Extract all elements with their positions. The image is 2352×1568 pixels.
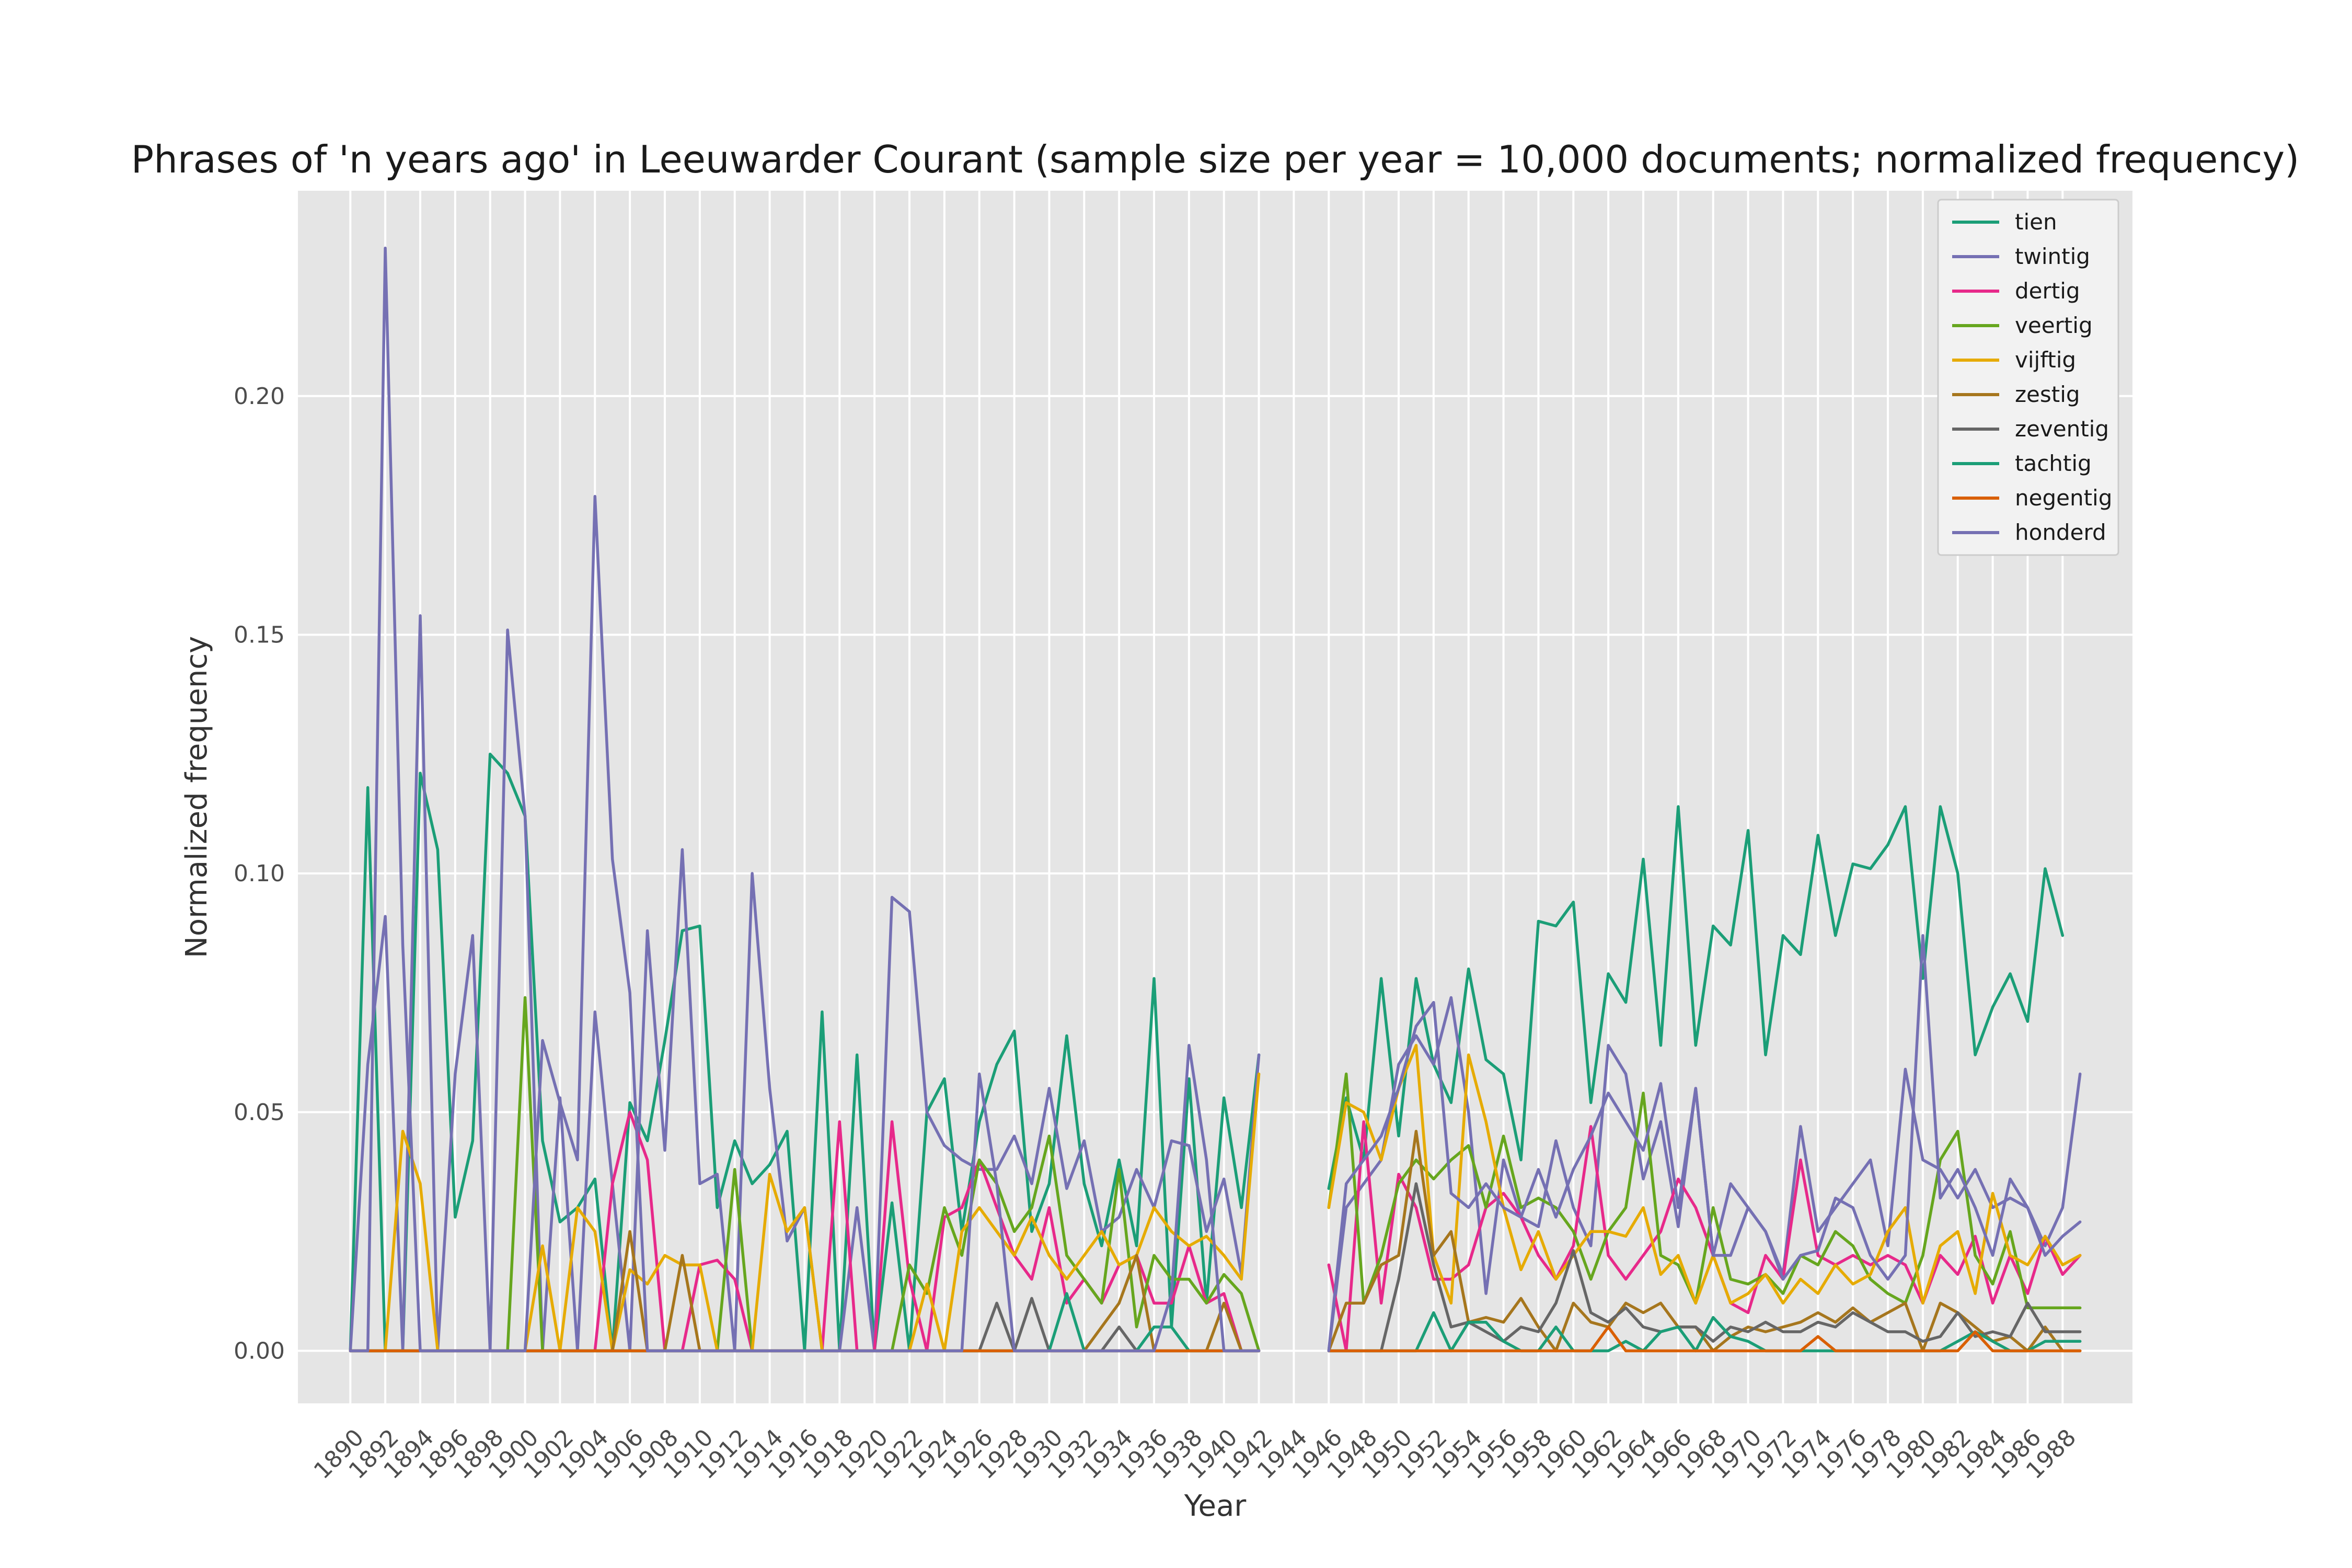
y-tick-label: 0.15 — [234, 621, 285, 648]
series-layer — [349, 246, 2082, 1353]
grid-x — [349, 191, 2064, 1403]
legend-label-honderd: honderd — [2015, 520, 2106, 545]
y-axis-label: Normalized frequency — [180, 636, 214, 958]
legend-label-veertig: veertig — [2015, 313, 2093, 338]
y-tick-label: 0.05 — [234, 1099, 285, 1126]
legend-label-negentig: negentig — [2015, 485, 2112, 511]
legend-label-dertig: dertig — [2015, 278, 2080, 304]
y-tick-label: 0.10 — [234, 860, 285, 887]
y-tick-label: 0.20 — [234, 383, 285, 410]
legend-label-tien: tien — [2015, 209, 2057, 235]
chart-title: Phrases of 'n years ago' in Leeuwarder C… — [131, 137, 2299, 181]
x-tick-labels: 1890189218941896189819001902190419061908… — [309, 1424, 2081, 1484]
y-tick-label: 0.00 — [234, 1338, 285, 1365]
series-honderd — [349, 246, 2082, 1353]
legend-box — [1937, 199, 2119, 556]
x-axis-label: Year — [1184, 1489, 1247, 1523]
legend-items: tien twintig dertig veertig vijftig zestig zev… — [1952, 209, 2112, 545]
legend-label-zestig: zestig — [2015, 382, 2080, 407]
legend: tien twintig dertig veertig vijftig zestig zev… — [1937, 199, 2119, 556]
legend-label-zeventig: zeventig — [2015, 416, 2109, 442]
series-line-honderd — [349, 246, 2082, 1353]
legend-label-vijftig: vijftig — [2015, 347, 2076, 373]
y-tick-labels: 0.00 0.05 0.10 0.15 0.20 — [234, 383, 285, 1365]
legend-label-tachtig: tachtig — [2015, 451, 2092, 476]
legend-label-twintig: twintig — [2015, 244, 2090, 269]
